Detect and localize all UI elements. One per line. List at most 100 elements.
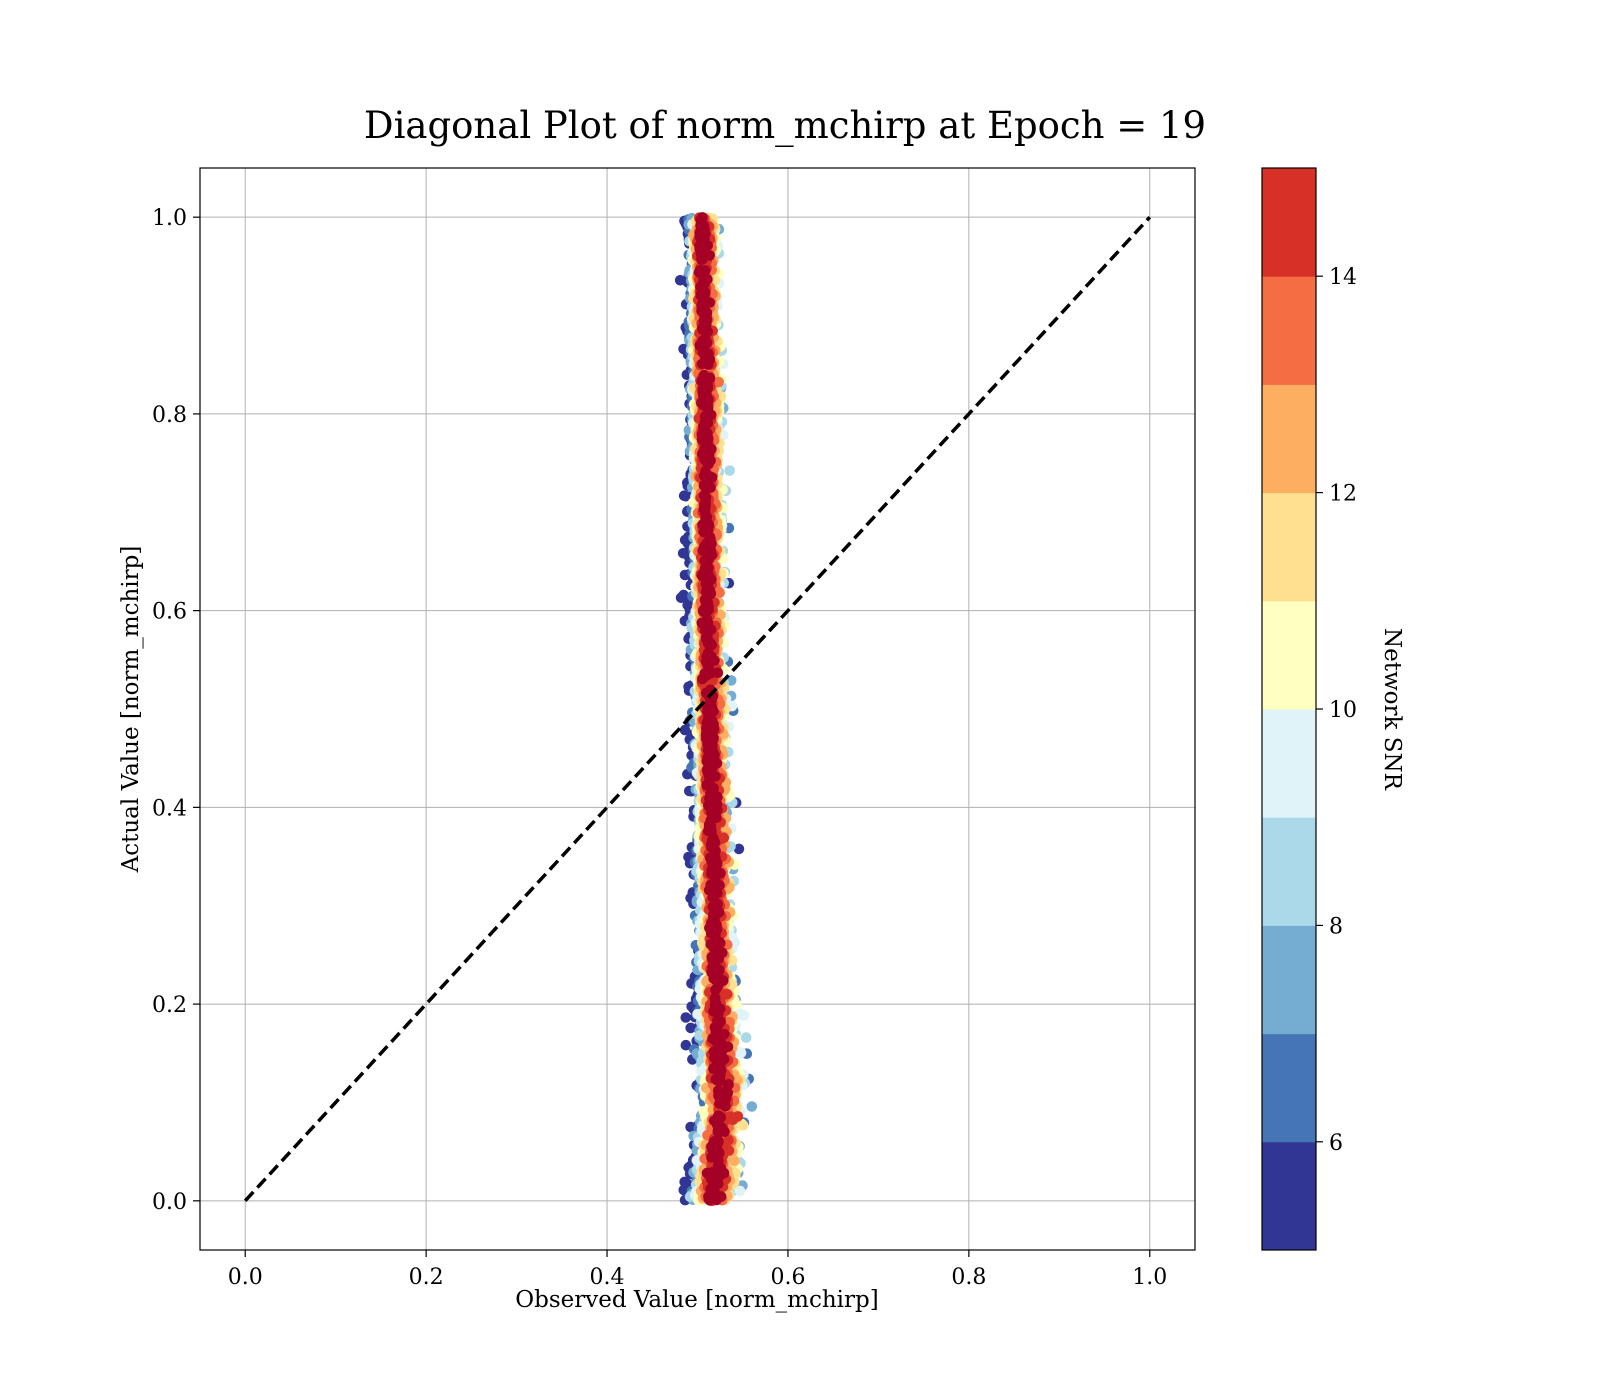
colorbar-segment-7: [1262, 384, 1316, 494]
y-tick-label-3: 0.6: [152, 600, 187, 625]
scatter-point: [702, 522, 713, 534]
scatter-point: [704, 774, 715, 786]
colorbar-segment-9: [1262, 168, 1316, 277]
x-tick-label-2: 0.4: [590, 1265, 625, 1290]
scatter-point: [735, 1047, 747, 1058]
x-tick-label-0: 0.0: [228, 1265, 263, 1290]
scatter-point: [680, 1039, 692, 1051]
scatter-point: [698, 225, 710, 237]
colorbar-tick-label-2: 10: [1329, 698, 1357, 723]
scatter-point: [704, 297, 716, 308]
scatter-points: [674, 212, 758, 1207]
x-tick-label-5: 1.0: [1132, 1265, 1167, 1290]
scatter-point: [709, 999, 721, 1011]
scatter-point: [698, 243, 709, 255]
colorbar-segment-4: [1262, 709, 1316, 818]
scatter-point: [723, 1079, 734, 1090]
scatter-point: [678, 589, 689, 601]
scatter-point: [706, 868, 717, 880]
colorbar-tick-label-1: 8: [1329, 914, 1343, 939]
colorbar-segment-1: [1262, 1033, 1316, 1143]
colorbar: [1261, 167, 1317, 1251]
scatter-point: [724, 465, 735, 476]
scatter-point: [711, 859, 723, 870]
scatter-point: [698, 490, 710, 501]
scatter-point: [680, 1012, 692, 1023]
scatter-point: [696, 617, 708, 629]
colorbar-segment-8: [1262, 276, 1316, 385]
colorbar-tick-label-4: 14: [1329, 265, 1357, 290]
scatter-point: [697, 289, 709, 300]
scatter-point: [705, 755, 716, 767]
scatter-point: [711, 1194, 722, 1206]
scatter-point: [674, 275, 686, 286]
colorbar-tick-label-3: 12: [1329, 482, 1357, 507]
x-tick-label-4: 0.8: [951, 1265, 986, 1290]
scatter-point: [710, 1026, 722, 1037]
plot-area: 0.0 0.2 0.4 0.6 0.8 1.0 0.0 0.2 0.4 0.6 0.8 1.0: [152, 167, 1196, 1290]
scatter-point: [706, 472, 718, 483]
chart-title: Diagonal Plot of norm_mchirp at Epoch = …: [364, 104, 1206, 148]
scatter-point: [706, 842, 717, 853]
colorbar-segment-2: [1262, 925, 1316, 1035]
scatter-point: [697, 358, 708, 370]
x-tick-label-3: 0.6: [770, 1265, 805, 1290]
scatter-point: [707, 720, 719, 732]
colorbar-segment-0: [1262, 1141, 1316, 1251]
scatter-point: [702, 650, 713, 662]
scatter-point: [726, 955, 738, 966]
colorbar-label: Network SNR: [1379, 628, 1405, 791]
scatter-point: [705, 666, 716, 677]
scatter-point: [712, 1125, 724, 1136]
scatter-point: [705, 1183, 716, 1194]
colorbar-segment-3: [1262, 817, 1316, 926]
scatter-point: [708, 914, 719, 925]
scatter-point: [714, 1098, 725, 1109]
scatter-point: [700, 318, 712, 330]
diagonal-reference-line: [243, 215, 1152, 1203]
scatter-point: [709, 973, 721, 985]
scatter-point: [697, 233, 709, 245]
x-axis-ticks: 0.0 0.2 0.4 0.6 0.8 1.0: [228, 1250, 1167, 1290]
scatter-point: [701, 626, 713, 637]
scatter-point: [706, 804, 718, 816]
scatter-point: [731, 999, 742, 1010]
scatter-point: [716, 1089, 728, 1100]
y-tick-label-2: 0.4: [152, 796, 187, 821]
scatter-point: [740, 1032, 752, 1043]
scatter-point: [696, 254, 707, 266]
scatter-point: [698, 388, 710, 400]
scatter-point: [700, 265, 711, 276]
scatter-point: [700, 481, 712, 493]
scatter-point: [702, 400, 714, 412]
scatter-point: [698, 277, 709, 289]
scatter-point: [707, 901, 719, 913]
x-tick-label-1: 0.2: [409, 1265, 444, 1290]
scatter-point: [729, 1155, 740, 1167]
scatter-point: [680, 491, 692, 502]
scatter-point: [706, 538, 717, 550]
scatter-point: [709, 889, 721, 901]
colorbar-tick-label-0: 6: [1329, 1131, 1343, 1156]
scatter-point: [698, 342, 710, 354]
scatter-point: [703, 823, 715, 834]
scatter-point: [698, 1106, 710, 1117]
colorbar-segment-5: [1262, 600, 1316, 710]
scatter-point: [703, 699, 714, 711]
scatter-point: [711, 1172, 722, 1184]
y-tick-label-5: 1.0: [152, 206, 187, 231]
scatter-point: [704, 585, 716, 596]
scatter-point: [709, 924, 721, 935]
scatter-point: [713, 952, 724, 964]
y-axis-label: Actual Value [norm_mchirp]: [118, 546, 144, 874]
y-tick-label-1: 0.2: [152, 993, 187, 1018]
scatter-point: [699, 374, 710, 386]
scatter-point: [696, 434, 708, 445]
scatter-point: [708, 1115, 720, 1126]
scatter-point: [713, 1043, 725, 1054]
scatter-point: [706, 574, 717, 585]
scatter-point: [746, 1101, 758, 1112]
scatter-point: [697, 304, 709, 315]
scatter-point: [722, 1041, 734, 1053]
